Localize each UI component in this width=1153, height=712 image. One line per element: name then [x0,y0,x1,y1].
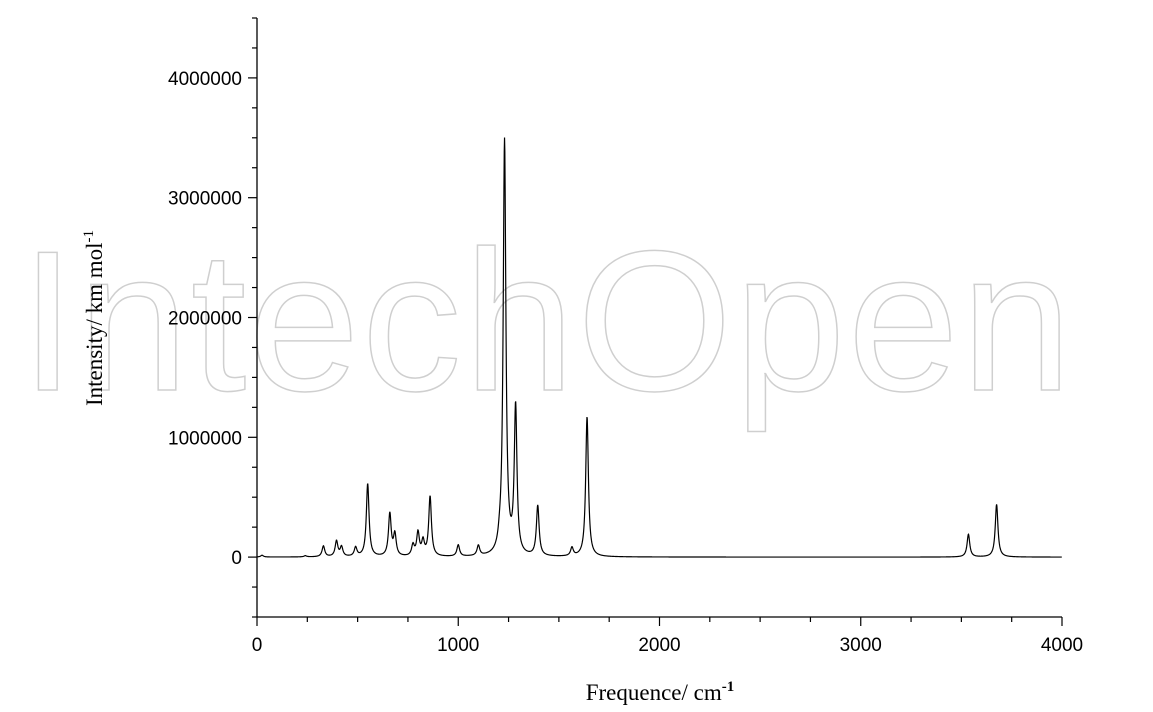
x-tick-label: 4000 [1041,635,1083,656]
x-axis-ticks: 0 1000 2000 3000 4000 [252,617,1083,656]
y-tick-label: 3000000 [168,189,242,210]
y-tick-label: 0 [231,548,242,569]
y-axis-ticks: 0 1000000 2000000 3000000 4000000 [168,17,257,618]
y-tick-label: 4000000 [168,69,242,90]
x-tick-label: 0 [252,635,263,656]
y-tick-label: 1000000 [168,428,242,449]
watermark-text: IntechOpen [20,210,1074,433]
y-tick-label: 2000000 [168,309,242,330]
x-tick-label: 2000 [638,635,680,656]
x-axis-label: Frequence/ cm-1 [586,679,735,705]
spectrum-line [256,137,1062,558]
x-tick-label: 1000 [437,635,479,656]
series-group [256,137,1062,558]
x-tick-label: 3000 [840,635,882,656]
y-axis-label: Intensity/ km mol-1 [81,230,107,406]
